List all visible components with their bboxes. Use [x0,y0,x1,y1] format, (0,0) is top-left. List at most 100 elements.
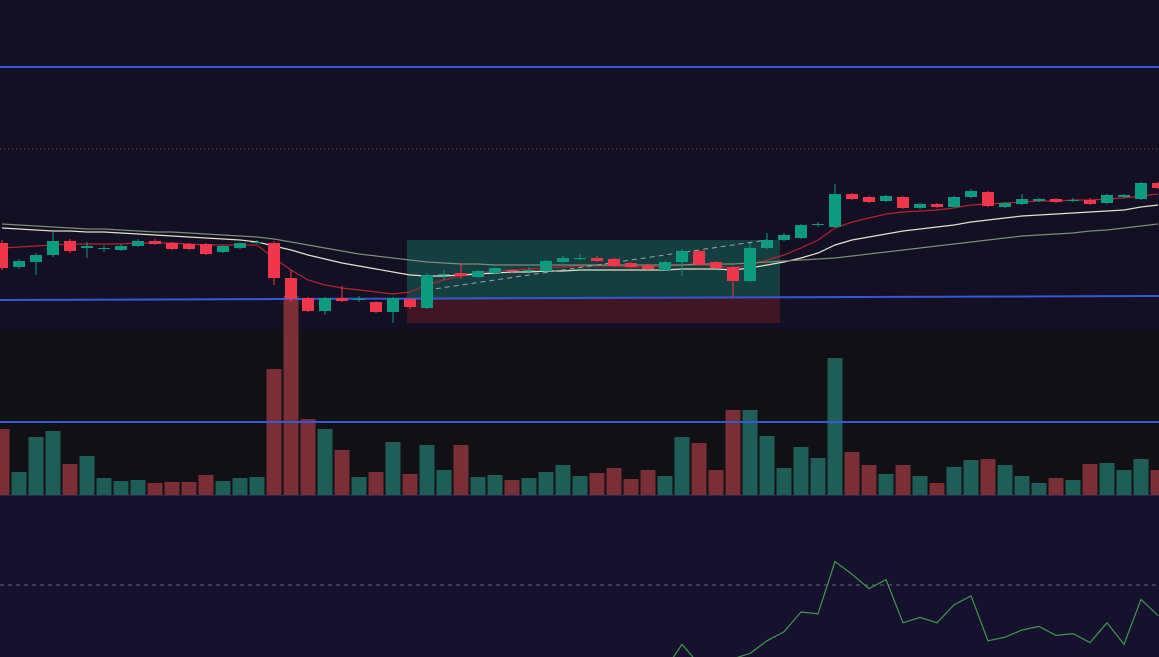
candle-body [81,246,93,248]
volume-bar [963,460,979,495]
candle-body [387,298,399,312]
candle-body [744,248,756,281]
candle-body [625,263,637,267]
candle-body [30,255,42,262]
volume-bar [453,445,469,495]
volume-bar [1082,464,1098,495]
volume-bar [300,419,316,495]
volume-bar [147,483,163,495]
candle-body [1135,183,1147,199]
volume-bar [623,479,639,495]
volume-bar [1150,470,1159,495]
oscillator-pane [0,495,1159,657]
oscillator-area [0,560,1159,657]
volume-bar [555,465,571,495]
volume-bar [79,456,95,495]
volume-bar [793,447,809,495]
volume-bar [487,475,503,495]
volume-bar [351,477,367,495]
candle-body [64,241,76,251]
candle-body [268,243,280,278]
candle-body [336,298,348,301]
volume-bar [538,472,554,495]
volume-bar [198,475,214,495]
candle-body [404,299,416,307]
candle-body [710,262,722,268]
volume-bar [334,450,350,495]
candle-body [1101,195,1113,203]
candle-body [438,274,450,275]
candle-body [132,241,144,246]
zone [407,298,780,323]
candle-body [523,270,535,271]
candle-body [642,265,654,269]
candle-body [98,248,110,249]
volume-bar [1031,483,1047,495]
candle-body [47,241,59,255]
volume-bar [1065,480,1081,495]
candle-body [795,225,807,238]
volume-bar [368,472,384,495]
volume-bar [572,476,588,495]
candle-body [557,258,569,262]
volume-bar [691,443,707,495]
candle-body [166,243,178,249]
candle-body [234,243,246,248]
volume-bar [62,464,78,495]
volume-bar [1099,463,1115,495]
volume-bar [283,296,299,495]
volume-bar [912,476,928,495]
candle-body [1152,183,1159,188]
candle-body [0,243,8,268]
volume-bar [215,481,231,495]
volume-bar [844,452,860,495]
candle-body [812,224,824,225]
candle-body [591,258,603,261]
candle-body [1016,199,1028,204]
candle-body [1033,199,1045,201]
candle-body [251,242,263,243]
volume-bar [674,437,690,495]
candle-body [897,197,909,208]
volume-bar [878,474,894,495]
candle-body [1067,200,1079,201]
volume-bar [232,478,248,495]
volume-bar [402,474,418,495]
volume-bar [113,481,129,495]
candle-body [217,246,229,252]
volume-bar [164,482,180,495]
candle-body [489,268,501,273]
candle-body [948,197,960,207]
volume-bar [96,478,112,495]
moving-average [1,223,1159,266]
candle-body [506,270,518,271]
volume-bar [946,467,962,495]
candle-body [761,240,773,248]
candle-body [931,204,943,207]
price-area [0,66,1159,495]
candle-body [778,235,790,240]
volume-bar [45,431,61,495]
candle-body [421,275,433,308]
candle-body [693,251,705,264]
volume-bar [1116,470,1132,495]
volume-bar [1133,459,1149,495]
candle-body [982,192,994,206]
oscillator-line [672,560,1159,657]
volume-bar [725,410,741,495]
volume-bar [249,477,265,495]
volume-bar [1014,476,1030,495]
candle-body [846,194,858,199]
volume-bar [640,470,656,495]
candle-body [370,302,382,312]
candle-body [880,196,892,201]
volume-bar [317,429,333,495]
volume-bar [657,476,673,495]
volume-bar [385,442,401,495]
volume-bar [28,437,44,495]
candle-body [965,191,977,197]
volume-bar [861,465,877,495]
volume-bar [521,478,537,495]
